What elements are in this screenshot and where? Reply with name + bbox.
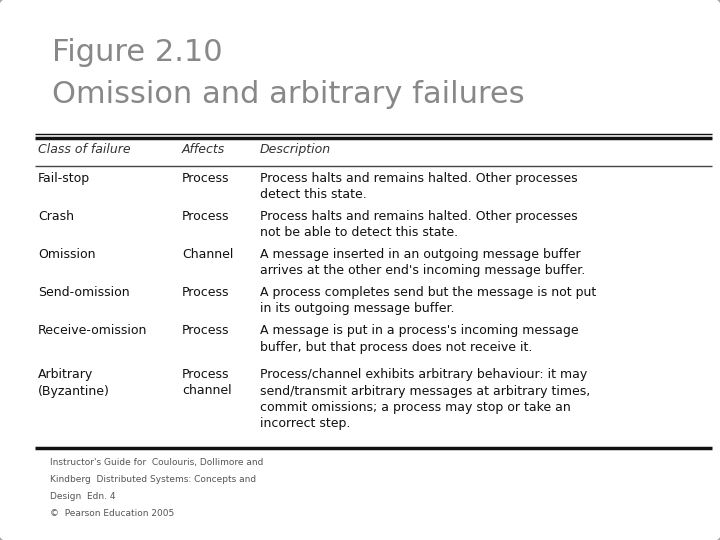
Text: ©  Pearson Education 2005: © Pearson Education 2005 (50, 509, 174, 518)
Text: Arbitrary
(Byzantine): Arbitrary (Byzantine) (38, 368, 110, 397)
Text: Figure 2.10: Figure 2.10 (52, 38, 222, 67)
Text: Class of failure: Class of failure (38, 143, 130, 156)
Text: Description: Description (260, 143, 331, 156)
Text: Process: Process (182, 172, 230, 185)
Text: Omission: Omission (38, 248, 96, 261)
Text: Send-omission: Send-omission (38, 286, 130, 299)
Text: Channel: Channel (182, 248, 233, 261)
Text: Process: Process (182, 286, 230, 299)
Text: Fail-stop: Fail-stop (38, 172, 90, 185)
Text: A message is put in a process's incoming message
buffer, but that process does n: A message is put in a process's incoming… (260, 324, 579, 354)
Text: Process halts and remains halted. Other processes
not be able to detect this sta: Process halts and remains halted. Other … (260, 210, 577, 240)
Text: Affects: Affects (182, 143, 225, 156)
Text: Instructor's Guide for  Coulouris, Dollimore and: Instructor's Guide for Coulouris, Dollim… (50, 458, 264, 467)
Text: Process/channel exhibits arbitrary behaviour: it may
send/transmit arbitrary mes: Process/channel exhibits arbitrary behav… (260, 368, 590, 430)
Text: Kindberg  Distributed Systems: Concepts and: Kindberg Distributed Systems: Concepts a… (50, 475, 256, 484)
Text: Design  Edn. 4: Design Edn. 4 (50, 492, 115, 501)
Text: Process halts and remains halted. Other processes
detect this state.: Process halts and remains halted. Other … (260, 172, 577, 201)
Text: Omission and arbitrary failures: Omission and arbitrary failures (52, 80, 525, 109)
Text: Crash: Crash (38, 210, 74, 223)
Text: Receive-omission: Receive-omission (38, 324, 148, 337)
Text: A process completes send but the message is not put
in its outgoing message buff: A process completes send but the message… (260, 286, 596, 315)
Text: Process
channel: Process channel (182, 368, 232, 397)
Text: Process: Process (182, 324, 230, 337)
Text: Process: Process (182, 210, 230, 223)
Text: A message inserted in an outgoing message buffer
arrives at the other end's inco: A message inserted in an outgoing messag… (260, 248, 585, 278)
